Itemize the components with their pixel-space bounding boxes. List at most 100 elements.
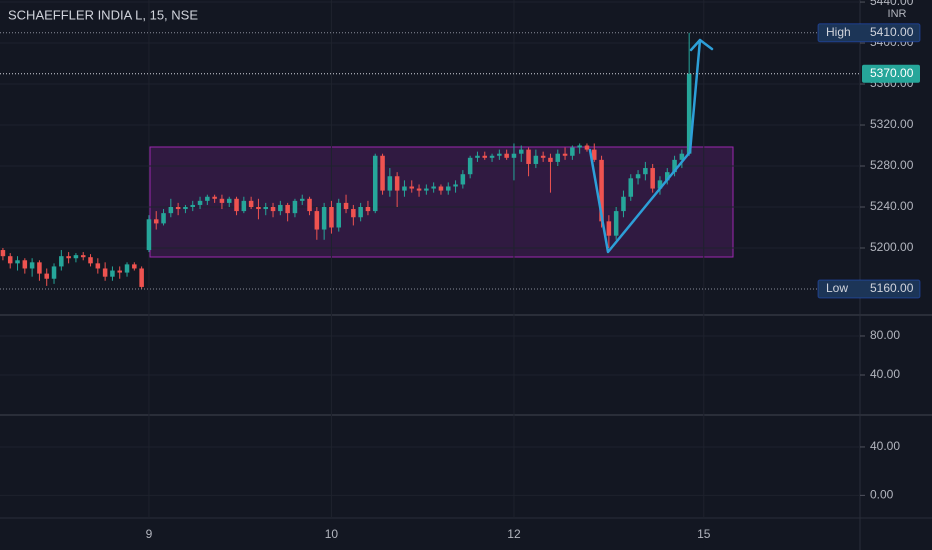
candle-body [402,186,407,191]
candle-body [613,211,619,236]
y-tick-label: 5320.00 [870,117,914,131]
price-line-name: Low [826,281,848,295]
candle-body [460,174,466,185]
candle-body [431,186,436,189]
candle-body [424,188,429,191]
candle-body [365,206,371,212]
candle-body [270,206,276,212]
candle-body [686,73,692,154]
candle-body [285,204,290,214]
candle-body [518,149,524,154]
candle-body [0,250,6,257]
candle-body [650,168,655,189]
candle-body [482,155,488,158]
candle-body [591,149,597,160]
candle-body [577,145,582,148]
y-tick-label: 0.00 [870,488,894,502]
candle-body [307,198,312,212]
candle-body [409,186,415,189]
candle-body [278,204,283,212]
candle-body [117,270,122,273]
candles [0,32,692,289]
candle-body [66,256,71,259]
candle-body [15,260,20,264]
candle-body [168,206,174,214]
candle-body [533,155,539,164]
candle-body [205,196,210,201]
labels: 9 10 12 155200.005240.005280.005320.005360.… [0,0,921,541]
candle-body [351,209,356,218]
candle-body [540,155,546,158]
candle-body [555,153,561,162]
candle-body [139,268,144,287]
candle-body [234,198,239,212]
candle-body [387,176,393,191]
candle-body [394,176,400,191]
x-tick-label: 15 [697,527,711,541]
candle-body [672,159,677,173]
candle-body [22,260,28,269]
y-tick-label: 40.00 [870,439,900,453]
candle-body [299,198,305,201]
candle-body [212,196,217,199]
candle-body [190,204,195,207]
candle-body [526,149,531,164]
candle-body [372,155,378,212]
candle-body [59,256,64,267]
candle-body [416,188,422,191]
candle-body [606,221,612,236]
candle-body [679,153,685,160]
candle-body [621,196,626,212]
candle-body [570,147,575,156]
candle-body [7,256,13,264]
candle-body [548,157,553,162]
candle-body [438,186,444,191]
candle-body [161,213,166,224]
price-label-box [817,23,921,43]
candle-body [124,264,130,273]
candle-body [475,155,480,158]
candle-body [497,153,502,156]
candle-body [248,200,254,207]
candle-body [467,157,473,175]
y-tick-label: 5240.00 [870,199,914,213]
price-label-box [817,279,921,299]
candle-body [44,273,49,279]
candle-body [226,198,232,203]
candle-body [241,200,247,212]
y-tick-label: 5440.00 [870,0,914,8]
candle-body [110,270,115,277]
candle-body [511,153,517,158]
candle-body [256,206,261,210]
chart-title: SCHAEFFLER INDIA L, 15, NSE [8,7,198,22]
arrow-head [689,38,714,52]
candle-body [197,200,203,205]
price-label-box [862,64,920,83]
y-tick-label: 5280.00 [870,158,914,172]
candle-body [358,206,363,218]
arrow-path [588,38,702,254]
candle-body [80,255,86,258]
candle-body [321,206,327,230]
candle-body [263,206,269,210]
candle-body [37,262,42,274]
x-tick-label: 10 [325,527,339,541]
candle-body [132,264,137,269]
candle-body [657,180,663,189]
candle-body [95,263,101,269]
currency: INR [888,8,907,20]
x-tick-label: 9 [146,527,153,541]
candle-body [489,155,495,158]
candle-body [504,153,509,158]
y-tick-label: 5200.00 [870,240,914,254]
candle-body [665,172,670,181]
arrow [588,38,714,254]
candle-body [453,184,458,187]
x-tick-label: 12 [507,527,521,541]
price-line-value: 5410.00 [870,25,914,39]
grid [0,0,860,518]
candle-body [584,145,590,150]
candle-body [175,206,181,210]
